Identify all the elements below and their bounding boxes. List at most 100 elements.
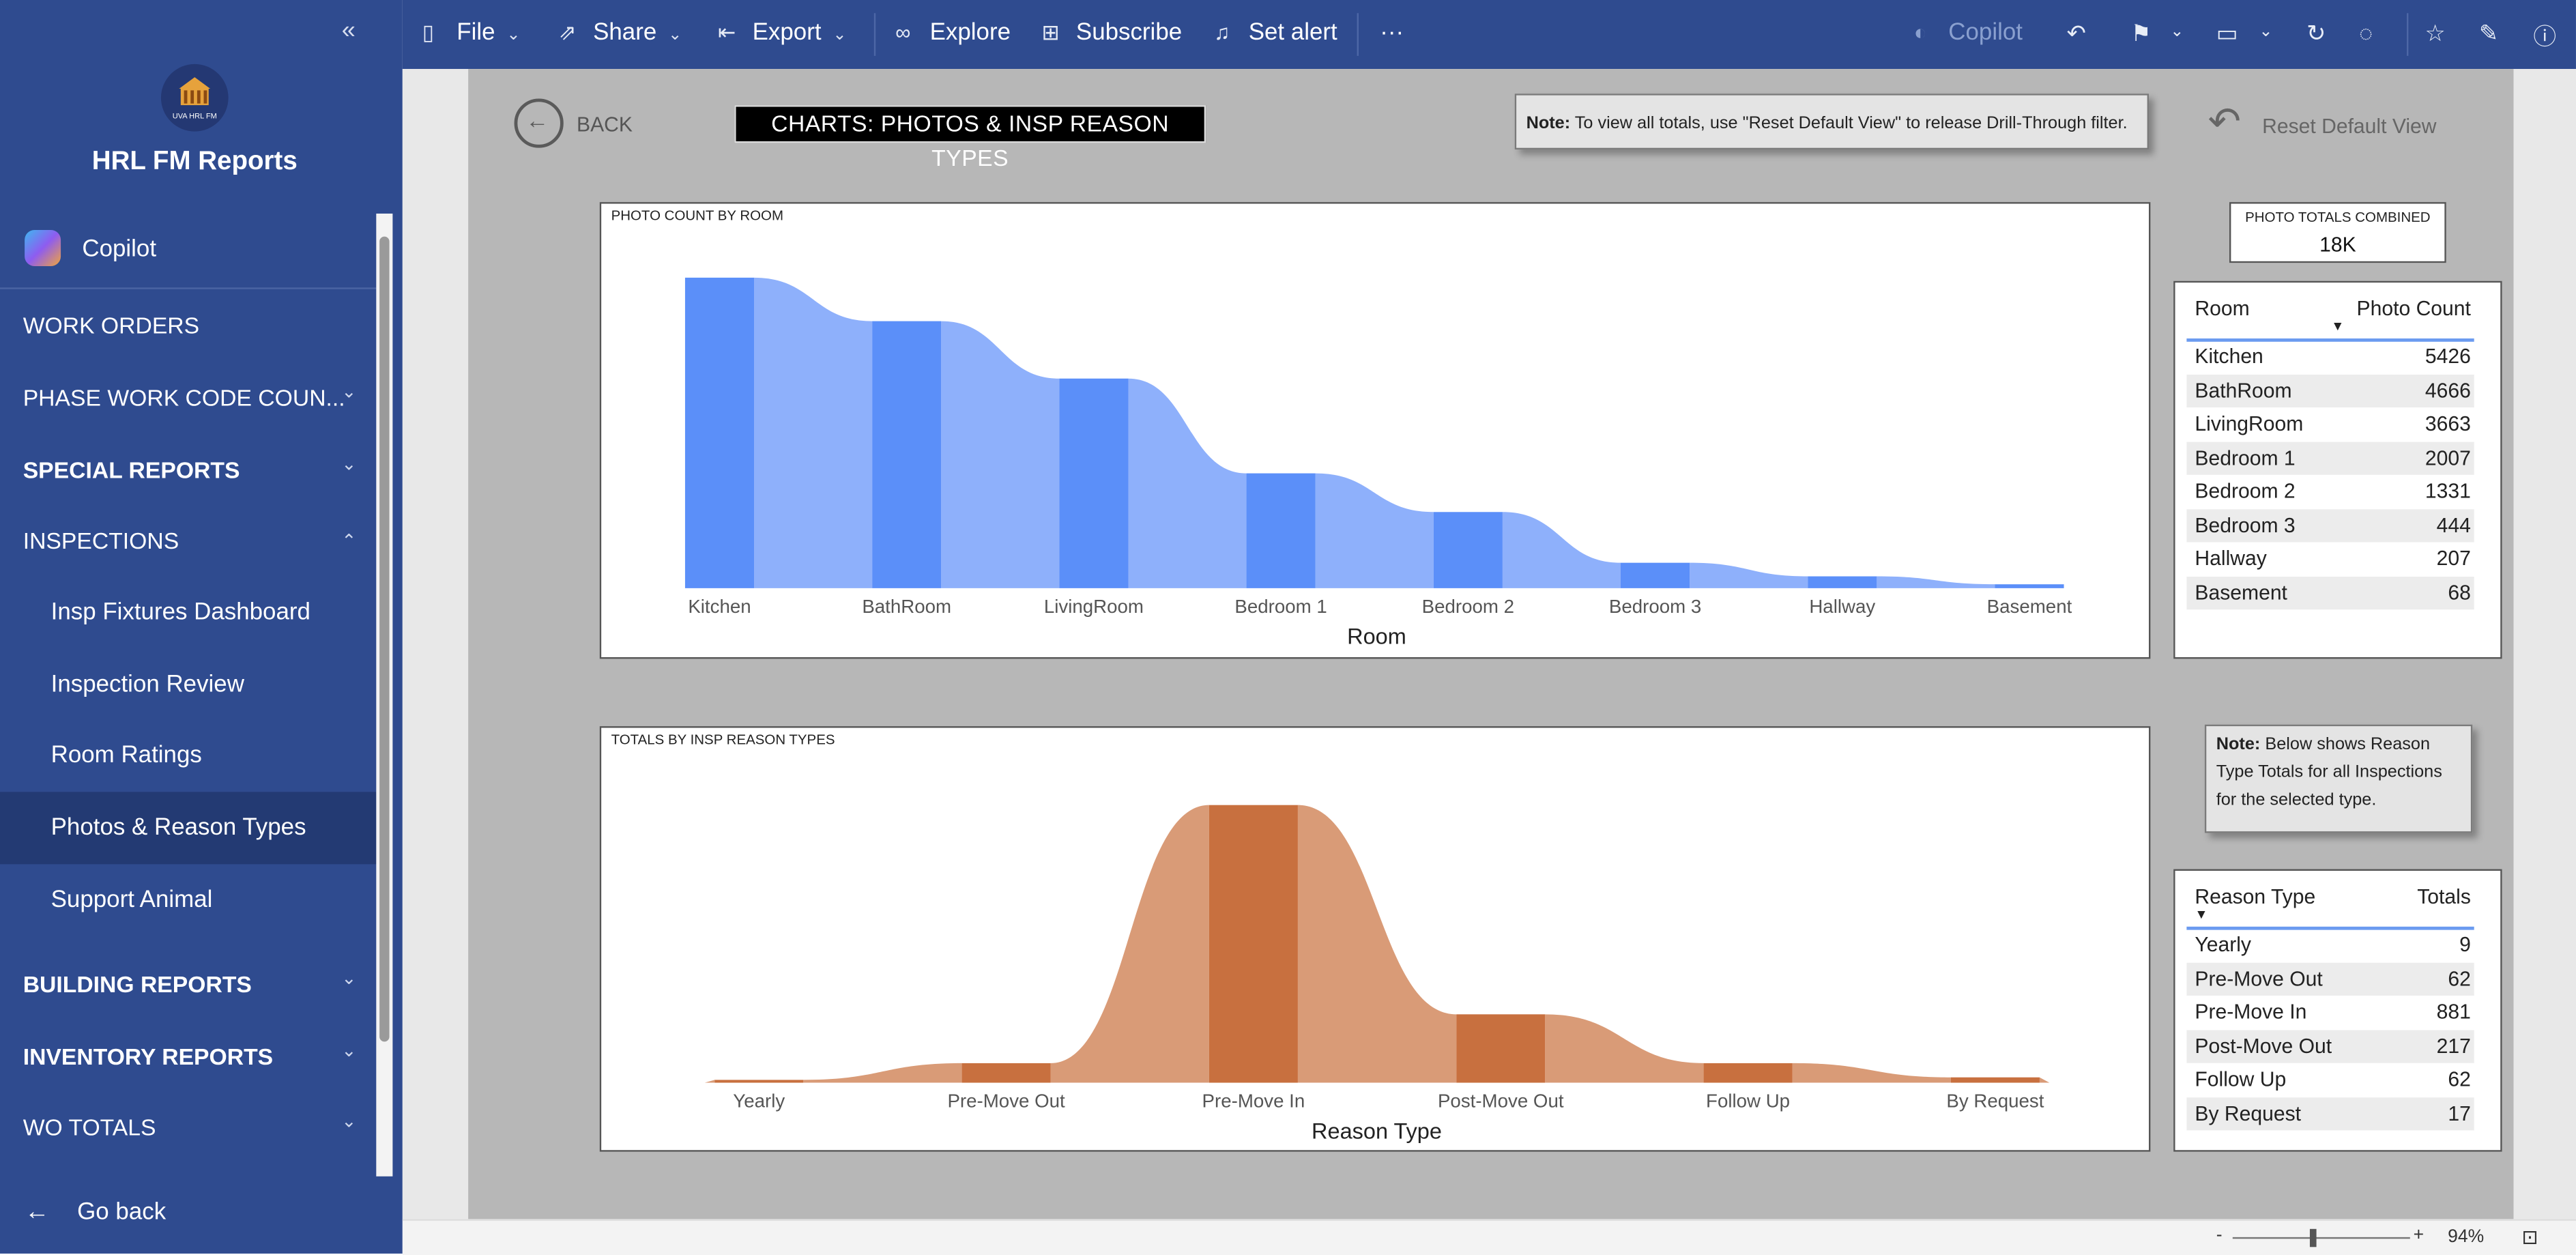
sort-desc-icon: ▼ [2331, 319, 2345, 334]
nav-inspections[interactable]: INSPECTIONS ⌃ [23, 527, 357, 554]
table-row[interactable]: By Request 17 [2186, 1097, 2474, 1131]
reason-types-chart-svg: Yearly Pre-Move Out Pre-Move In Post-Move O… [704, 805, 2050, 1143]
column-header-photo-count[interactable]: Photo Count [2356, 297, 2471, 321]
bar-bathroom[interactable] [872, 321, 942, 588]
nav-wo-totals[interactable]: WO TOTALS ⌄ [0, 1091, 376, 1164]
back-label: BACK [577, 113, 633, 136]
reason-types-chart[interactable]: TOTALS BY INSP REASON TYPES Yearly Pre-Mo… [599, 726, 2151, 1152]
x-tick-label: Hallway [1809, 596, 1875, 617]
ribbon-connector [1502, 512, 1621, 588]
arrow-left-icon: ← [25, 1198, 50, 1226]
collapse-nav-icon[interactable]: « [341, 16, 356, 45]
fit-to-page-icon[interactable]: ⊡ [2521, 1225, 2538, 1249]
table-row[interactable]: Bedroom 1 2007 [2186, 441, 2474, 475]
zoom-out-button[interactable]: - [2216, 1225, 2223, 1245]
bar-basement[interactable] [1995, 584, 2064, 588]
x-tick-label: Bedroom 2 [1422, 596, 1514, 617]
table-row[interactable]: Post-Move Out 217 [2186, 1029, 2474, 1063]
table-row[interactable]: Follow Up 62 [2195, 1067, 2471, 1091]
table-row[interactable]: Basement 68 [2186, 575, 2474, 610]
table-row[interactable]: LivingRoom 3663 [2195, 412, 2471, 435]
copilot-nav-item[interactable]: Copilot [0, 215, 377, 289]
info-icon[interactable]: ⓘ [2533, 23, 2557, 50]
table-row[interactable]: BathRoom 4666 [2186, 373, 2474, 408]
photo-count-table[interactable]: Room Photo Count ▼ Kitchen 5426 BathRoom 4… [2173, 280, 2502, 659]
set-alert-button[interactable]: ♫ Set alert [1214, 19, 1337, 46]
chevron-down-icon: ⌄ [341, 382, 357, 403]
favorite-star-icon[interactable]: ☆ [2425, 19, 2446, 46]
photo-count-chart[interactable]: PHOTO COUNT BY ROOM Kitchen BathRoom Livin… [599, 202, 2151, 659]
view-icon[interactable]: ▭ [2216, 19, 2238, 46]
undo-icon[interactable]: ↶ [2066, 19, 2086, 46]
nav-support-animal[interactable]: Support Animal [50, 887, 213, 914]
refresh-icon[interactable]: ↻ [2306, 19, 2326, 46]
share-menu-button[interactable]: ⇗ Share ⌄ [558, 19, 682, 46]
zoom-in-button[interactable]: + [2413, 1225, 2425, 1245]
bar-bedroom-2[interactable] [1433, 512, 1503, 588]
chevron-down-icon: ⌄ [341, 455, 357, 475]
bar-kitchen[interactable] [684, 277, 755, 588]
x-tick-label: By Request [1946, 1091, 2044, 1112]
nav-building-reports[interactable]: BUILDING REPORTS ⌄ [0, 948, 376, 1020]
column-header-room[interactable]: Room [2195, 297, 2250, 321]
nav-work-orders[interactable]: WORK ORDERS [23, 312, 200, 338]
subscribe-button[interactable]: ⊞ Subscribe [1041, 19, 1183, 46]
nav-insp-fixtures-dashboard[interactable]: Insp Fixtures Dashboard [50, 599, 310, 626]
bar-livingroom[interactable] [1059, 378, 1129, 588]
column-header-totals[interactable]: Totals [2417, 885, 2471, 909]
chevron-down-icon[interactable]: ⌄ [2170, 23, 2184, 42]
bar-by-request[interactable] [1950, 1077, 2040, 1083]
bar-bedroom-1[interactable] [1246, 473, 1316, 588]
bar-bedroom-3[interactable] [1620, 562, 1690, 588]
table-row[interactable]: Kitchen 5426 [2195, 345, 2471, 369]
table-row[interactable]: Pre-Move Out 62 [2186, 962, 2474, 996]
nav-phase-work-code[interactable]: PHASE WORK CODE COUN... ⌄ [0, 362, 376, 434]
edit-pencil-icon[interactable]: ✎ [2478, 19, 2499, 46]
comment-icon[interactable]: ◌ [2359, 19, 2373, 46]
nav-inspection-review[interactable]: Inspection Review [50, 672, 244, 699]
ribbon-connector [1315, 473, 1434, 588]
ribbon-connector [2039, 1077, 2050, 1083]
export-menu-button[interactable]: ⇤ Export ⌄ [718, 19, 847, 46]
table-row[interactable]: Yearly 9 [2195, 933, 2471, 957]
chevron-down-icon[interactable]: ⌄ [2259, 23, 2273, 42]
nav-scrollbar[interactable] [376, 213, 393, 1177]
x-tick-label: LivingRoom [1044, 596, 1144, 617]
nav-photos-reason-types[interactable]: Photos & Reason Types [0, 792, 377, 865]
table-row[interactable]: Bedroom 3 444 [2186, 508, 2474, 543]
ribbon-connector [1690, 562, 1808, 588]
nav-inventory-reports[interactable]: INVENTORY REPORTS ⌄ [0, 1020, 376, 1093]
reason-type-table[interactable]: Reason Type Totals ▼ Yearly 9 Pre-Move Ou… [2173, 869, 2502, 1152]
explore-button[interactable]: ∞ Explore [895, 19, 1011, 46]
table-row[interactable]: Pre-Move In 881 [2195, 1000, 2471, 1024]
column-header-reason-type[interactable]: Reason Type [2195, 885, 2316, 909]
bar-pre-move-in[interactable] [1209, 805, 1298, 1083]
photo-count-chart-svg: Kitchen BathRoom LivingRoom Bedroom 1 Bedroo… [684, 277, 2072, 649]
nav-scrollbar-thumb[interactable] [379, 236, 390, 1042]
reset-arrow-icon: ↶ [2208, 100, 2242, 145]
nav-room-ratings[interactable]: Room Ratings [50, 742, 202, 769]
bar-pre-move-out[interactable] [961, 1063, 1051, 1083]
toolbar-divider [1357, 13, 1359, 56]
more-options-button[interactable]: ··· [1380, 19, 1404, 46]
nav-special-reports[interactable]: SPECIAL REPORTS ⌄ [0, 434, 376, 506]
copilot-label: Copilot [82, 236, 157, 263]
table-row[interactable]: Hallway 207 [2195, 547, 2471, 571]
report-canvas: ← BACK CHARTS: PHOTOS & INSP REASON TYPE… [402, 69, 2576, 1220]
bar-post-move-out[interactable] [1456, 1014, 1546, 1083]
bar-yearly[interactable] [714, 1080, 804, 1083]
chevron-down-icon: ⌄ [506, 26, 521, 45]
go-back-button[interactable]: ← Go back [0, 1180, 376, 1245]
file-menu-button[interactable]: ▯ File ⌄ [422, 19, 521, 46]
bar-follow-up[interactable] [1703, 1063, 1793, 1083]
table-row[interactable]: Bedroom 2 1331 [2195, 479, 2471, 503]
chart-title: TOTALS BY INSP REASON TYPES [611, 731, 835, 748]
zoom-slider[interactable] [2232, 1237, 2410, 1239]
bar-hallway[interactable] [1808, 576, 1877, 588]
table-header: Reason Type Totals ▼ [2186, 880, 2474, 930]
table-header: Room Photo Count ▼ [2186, 293, 2474, 342]
copilot-button[interactable]: ◐ Copilot [1913, 19, 2023, 46]
x-tick-label: Follow Up [1706, 1091, 1790, 1112]
bookmark-icon[interactable]: ⚑ [2130, 19, 2152, 46]
zoom-slider-thumb[interactable] [2309, 1228, 2317, 1247]
